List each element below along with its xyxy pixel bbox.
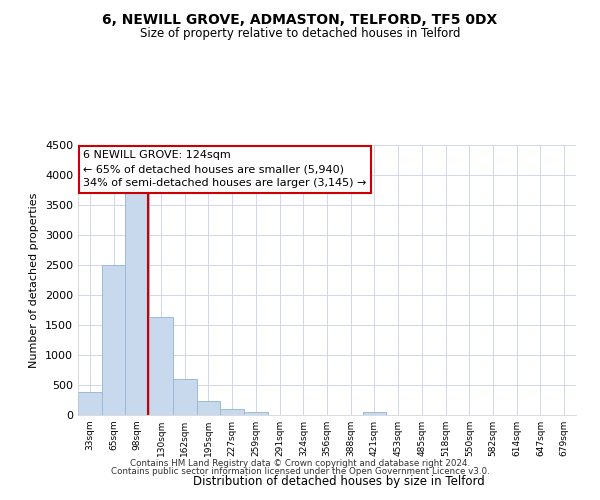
Text: 6 NEWILL GROVE: 124sqm
← 65% of detached houses are smaller (5,940)
34% of semi-: 6 NEWILL GROVE: 124sqm ← 65% of detached… <box>83 150 367 188</box>
Bar <box>197 400 220 415</box>
Bar <box>173 379 197 415</box>
Bar <box>220 409 244 415</box>
Bar <box>125 192 149 415</box>
Bar <box>362 412 386 415</box>
Text: Size of property relative to detached houses in Telford: Size of property relative to detached ho… <box>140 28 460 40</box>
Bar <box>149 316 173 415</box>
Bar <box>78 392 102 415</box>
Text: Contains HM Land Registry data © Crown copyright and database right 2024.: Contains HM Land Registry data © Crown c… <box>130 458 470 468</box>
Bar <box>102 265 125 415</box>
Text: Distribution of detached houses by size in Telford: Distribution of detached houses by size … <box>193 474 485 488</box>
Text: Contains public sector information licensed under the Open Government Licence v3: Contains public sector information licen… <box>110 467 490 476</box>
Text: 6, NEWILL GROVE, ADMASTON, TELFORD, TF5 0DX: 6, NEWILL GROVE, ADMASTON, TELFORD, TF5 … <box>103 12 497 26</box>
Y-axis label: Number of detached properties: Number of detached properties <box>29 192 40 368</box>
Bar <box>244 412 268 415</box>
